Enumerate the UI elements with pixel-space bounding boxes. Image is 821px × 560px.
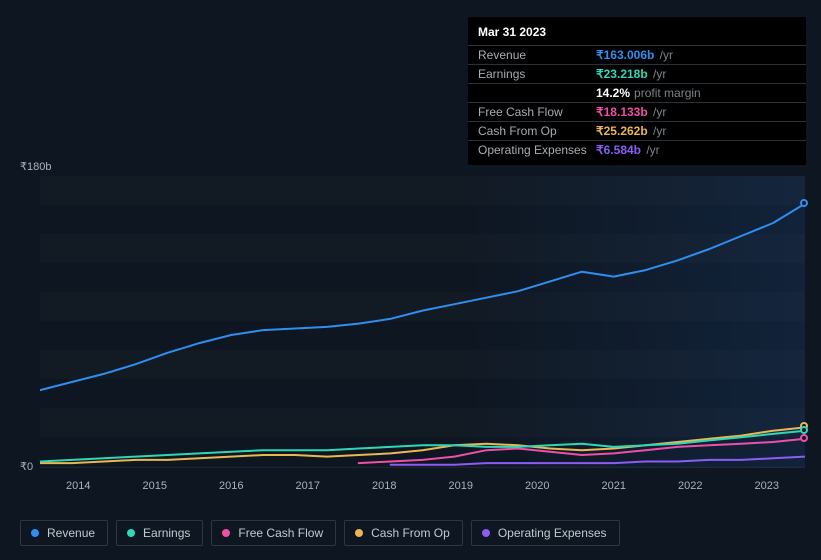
tooltip-row: Cash From Op₹25.262b /yr [468,121,806,140]
tooltip-profit-margin-value: 14.2% [596,86,630,100]
series-end-marker [800,434,808,442]
tooltip-row-value: ₹25.262b [596,124,648,138]
x-axis-year: 2017 [270,480,347,492]
tooltip-row: Revenue₹163.006b /yr [468,45,806,64]
x-axis-year: 2018 [346,480,423,492]
tooltip-row-label: Earnings [478,67,596,81]
legend-item[interactable]: Cash From Op [344,520,463,546]
tooltip-row: Earnings₹23.218b /yr [468,64,806,83]
x-axis-year: 2022 [652,480,729,492]
legend-label: Earnings [143,526,190,540]
x-axis: 2014201520162017201820192020202120222023 [40,480,805,492]
x-axis-year: 2021 [576,480,653,492]
tooltip-date: Mar 31 2023 [468,25,806,45]
series-line-opex [391,457,805,465]
tooltip-row: 14.2% profit margin [468,83,806,102]
tooltip-row: Operating Expenses₹6.584b /yr [468,140,806,159]
x-axis-year: 2015 [117,480,194,492]
y-axis-max-label: ₹180b [20,160,51,173]
series-end-marker [800,199,808,207]
tooltip-row-value: ₹18.133b [596,105,648,119]
legend-label: Operating Expenses [498,526,607,540]
tooltip-profit-margin-label: profit margin [634,86,701,100]
x-axis-year: 2014 [40,480,117,492]
tooltip-row-value: ₹6.584b [596,143,641,157]
legend-swatch [482,529,490,537]
legend-swatch [222,529,230,537]
legend-item[interactable]: Revenue [20,520,108,546]
legend-item[interactable]: Earnings [116,520,203,546]
tooltip-row-unit: /yr [643,143,660,157]
tooltip-row-value: ₹163.006b [596,48,654,62]
x-axis-year: 2016 [193,480,270,492]
x-axis-year: 2023 [729,480,806,492]
tooltip-row-unit: /yr [650,67,667,81]
legend-item[interactable]: Operating Expenses [471,520,620,546]
tooltip-row-value: ₹23.218b [596,67,648,81]
legend-label: Free Cash Flow [238,526,323,540]
series-end-marker [800,426,808,434]
chart-tooltip: Mar 31 2023 Revenue₹163.006b /yrEarnings… [468,17,806,165]
y-axis-min-label: ₹0 [20,460,33,473]
tooltip-row-label: Revenue [478,48,596,62]
tooltip-row-label: Operating Expenses [478,143,596,157]
line-chart[interactable] [40,176,805,468]
x-axis-year: 2019 [423,480,500,492]
legend-item[interactable]: Free Cash Flow [211,520,336,546]
legend-label: Revenue [47,526,95,540]
x-axis-year: 2020 [499,480,576,492]
series-line-revenue [40,204,805,391]
legend-swatch [355,529,363,537]
tooltip-row-label: Free Cash Flow [478,105,596,119]
legend-swatch [127,529,135,537]
legend-label: Cash From Op [371,526,450,540]
tooltip-row: Free Cash Flow₹18.133b /yr [468,102,806,121]
legend: Revenue Earnings Free Cash Flow Cash From O… [20,520,620,546]
tooltip-row-unit: /yr [650,105,667,119]
tooltip-row-unit: /yr [650,124,667,138]
tooltip-row-label [478,86,596,100]
tooltip-row-unit: /yr [656,48,673,62]
tooltip-row-label: Cash From Op [478,124,596,138]
legend-swatch [31,529,39,537]
